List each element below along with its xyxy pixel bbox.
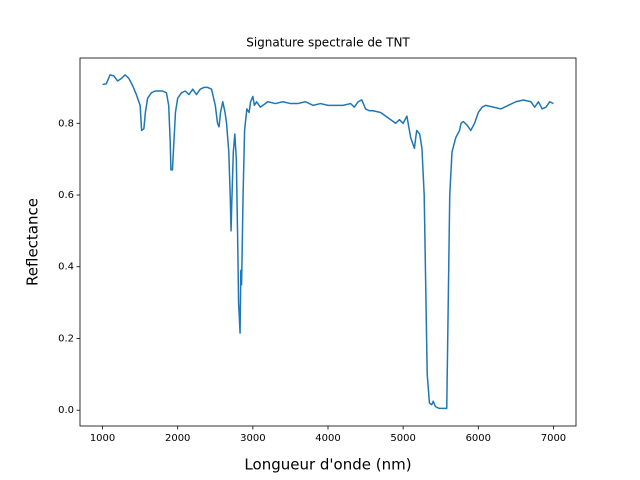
y-tick-label: 0.8: [58, 118, 74, 129]
chart-title: Signature spectrale de TNT: [246, 36, 410, 50]
y-tick-label: 0.6: [58, 190, 74, 201]
y-tick-label: 0.2: [58, 333, 74, 344]
x-axis-label: Longueur d'onde (nm): [244, 456, 411, 474]
y-tick-label: 0.0: [58, 405, 74, 416]
data-line: [102, 74, 554, 410]
x-tick-label: 1000: [90, 433, 115, 444]
y-tick-label: 0.4: [58, 262, 74, 273]
y-axis-label: Reflectance: [24, 198, 42, 286]
x-tick-label: 7000: [541, 433, 566, 444]
x-tick-label: 2000: [165, 433, 190, 444]
plot-frame: [79, 57, 577, 427]
x-tick-label: 3000: [240, 433, 265, 444]
x-tick-label: 5000: [390, 433, 415, 444]
x-tick-label: 6000: [466, 433, 491, 444]
x-tick-label: 4000: [315, 433, 340, 444]
